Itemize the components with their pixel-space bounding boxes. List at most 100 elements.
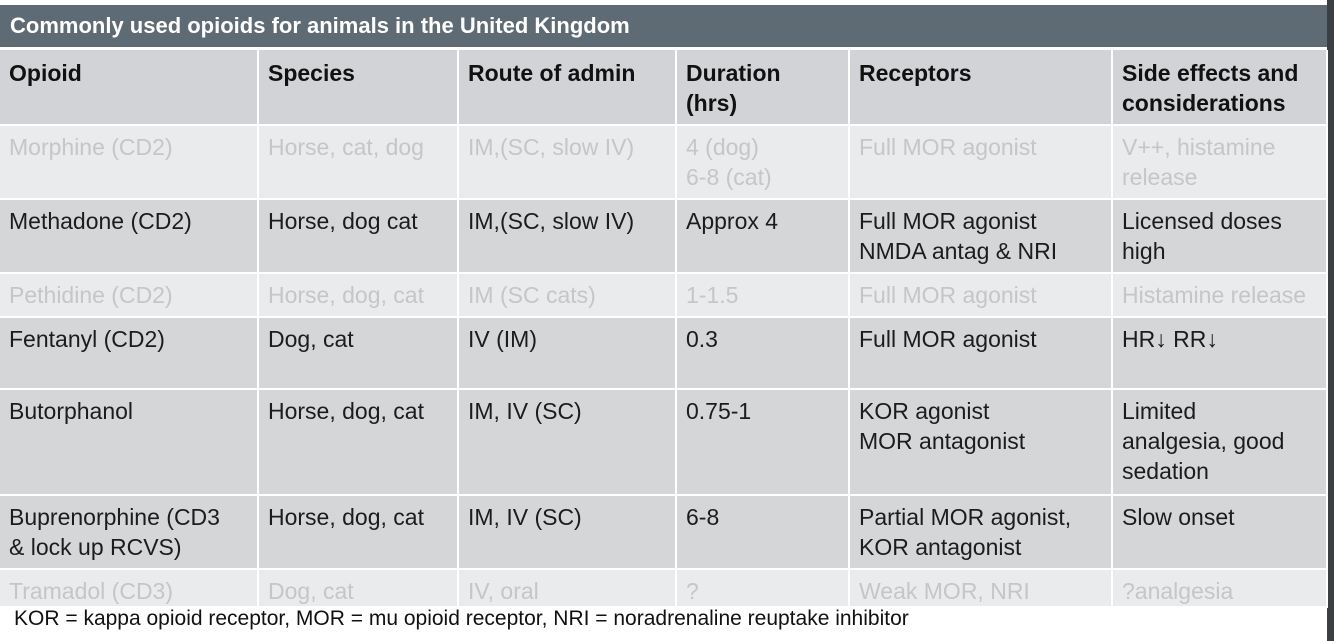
cell-line: ?analgesia [1122,578,1234,604]
table-row: Butorphanol Horse, dog, cat IM, IV (SC) 0.7… [0,389,1328,496]
header-line: Receptors [859,60,972,86]
cell-line: 4 (dog) [686,134,759,160]
header-route: Route of admin [458,50,677,126]
cell-line: Slow onset [1122,504,1235,530]
cell-line: Pethidine (CD2) [9,282,173,308]
cell-line: Full MOR agonist [859,326,1037,352]
cell-line: sedation [1122,458,1209,484]
cell-species: Horse, dog, cat [258,389,459,496]
header-line: Opioid [9,60,82,86]
cell-line: Full MOR agonist [859,134,1037,160]
table-row: Methadone (CD2) Horse, dog cat IM,(SC, slo… [0,199,1328,274]
cell-species: Horse, dog cat [258,199,459,274]
opioid-table: Opioid Species Route of admin Duration (… [0,50,1328,608]
cell-line: Horse, dog, cat [268,282,424,308]
cell-side-effects: V++, histamine release [1112,125,1328,200]
cell-line: 1-1.5 [686,282,739,308]
cell-line: NMDA antag & NRI [859,238,1058,264]
cell-line: Horse, cat, dog [268,134,424,160]
header-line: Species [268,60,355,86]
cell-line: 0.3 [686,326,718,352]
cell-line: Horse, dog cat [268,208,418,234]
cell-line: V++, histamine [1122,134,1276,160]
cell-line: Limited [1122,398,1197,424]
cell-line: ? [686,578,699,604]
abbreviations-footnote: KOR = kappa opioid receptor, MOR = mu op… [14,607,909,630]
cell-side-effects: Slow onset [1112,495,1328,570]
slide-title: Commonly used opioids for animals in the… [0,5,1327,47]
header-line: Route of admin [468,60,636,86]
cell-line: Licensed doses [1122,208,1282,234]
cell-opioid: Morphine (CD2) [0,125,259,200]
header-duration: Duration (hrs) [676,50,850,126]
cell-opioid: Buprenorphine (CD3 & lock up RCVS) [0,495,259,570]
cell-duration: 1-1.5 [676,273,850,318]
cell-duration: 0.3 [676,317,850,390]
cell-species: Horse, dog, cat [258,495,459,570]
cell-line: Butorphanol [9,398,134,424]
cell-duration: ? [676,569,850,608]
cell-species: Horse, cat, dog [258,125,459,200]
cell-line: IM (SC cats) [468,282,596,308]
cell-route: IM (SC cats) [458,273,677,318]
window-edge [1327,0,1334,641]
cell-route: IM, IV (SC) [458,495,677,570]
cell-species: Dog, cat [258,317,459,390]
cell-line: high [1122,238,1166,264]
cell-route: IM, IV (SC) [458,389,677,496]
cell-opioid: Butorphanol [0,389,259,496]
cell-line: Horse, dog, cat [268,398,424,424]
table-row: Morphine (CD2) Horse, cat, dog IM,(SC, slo… [0,125,1328,200]
cell-receptors: Weak MOR, NRI [849,569,1113,608]
cell-route: IM,(SC, slow IV) [458,125,677,200]
cell-line: Weak MOR, NRI [859,578,1030,604]
header-species: Species [258,50,459,126]
cell-receptors: Full MOR agonist [849,125,1113,200]
header-line: Duration [686,60,781,86]
header-line: Side effects and [1122,60,1299,86]
cell-line: Full MOR agonist [859,282,1037,308]
table-row: Tramadol (CD3) Dog, cat IV, oral? Weak MOR,… [0,569,1328,608]
cell-line: KOR agonist [859,398,990,424]
cell-line: Tramadol (CD3) [9,578,174,604]
cell-side-effects: HR↓ RR↓ [1112,317,1328,390]
cell-line: IV (IM) [468,326,537,352]
cell-line: release [1122,164,1198,190]
cell-line: Morphine (CD2) [9,134,173,160]
cell-line: IM, IV (SC) [468,504,582,530]
cell-line: HR↓ RR↓ [1122,326,1218,352]
table-row: Buprenorphine (CD3 & lock up RCVS) Horse, … [0,495,1328,570]
cell-line: Methadone (CD2) [9,208,192,234]
cell-side-effects: Histamine release [1112,273,1328,318]
cell-route: IV, oral [458,569,677,608]
cell-duration: 0.75-1 [676,389,850,496]
cell-line: Histamine release [1122,282,1307,308]
cell-line: analgesia, good [1122,428,1285,454]
cell-line: IM,(SC, slow IV) [468,208,635,234]
table-row: Fentanyl (CD2) Dog, cat IV (IM) 0.3 Full MOR… [0,317,1328,390]
cell-receptors: Full MOR agonist NMDA antag & NRI [849,199,1113,274]
header-line: (hrs) [686,90,738,116]
cell-line: Buprenorphine (CD3 [9,504,220,530]
cell-line: 6-8 [686,504,720,530]
cell-opioid: Tramadol (CD3) [0,569,259,608]
cell-duration: 6-8 [676,495,850,570]
cell-opioid: Methadone (CD2) [0,199,259,274]
table-body: Morphine (CD2) Horse, cat, dog IM,(SC, slo… [0,125,1328,608]
header-side-effects: Side effects and considerations [1112,50,1328,126]
cell-receptors: Full MOR agonist [849,317,1113,390]
cell-route: IV (IM) [458,317,677,390]
cell-line: IV, oral [468,578,539,604]
cell-line: Approx 4 [686,208,779,234]
cell-side-effects: Licensed doses high [1112,199,1328,274]
cell-duration: Approx 4 [676,199,850,274]
table-header-row: Opioid Species Route of admin Duration (… [0,50,1328,126]
cell-side-effects: ?analgesia [1112,569,1328,608]
cell-receptors: KOR agonist MOR antagonist [849,389,1113,496]
cell-line: Horse, dog, cat [268,504,424,530]
cell-line: IM, IV (SC) [468,398,582,424]
cell-line: Dog, cat [268,326,354,352]
cell-route: IM,(SC, slow IV) [458,199,677,274]
header-line: considerations [1122,90,1286,116]
